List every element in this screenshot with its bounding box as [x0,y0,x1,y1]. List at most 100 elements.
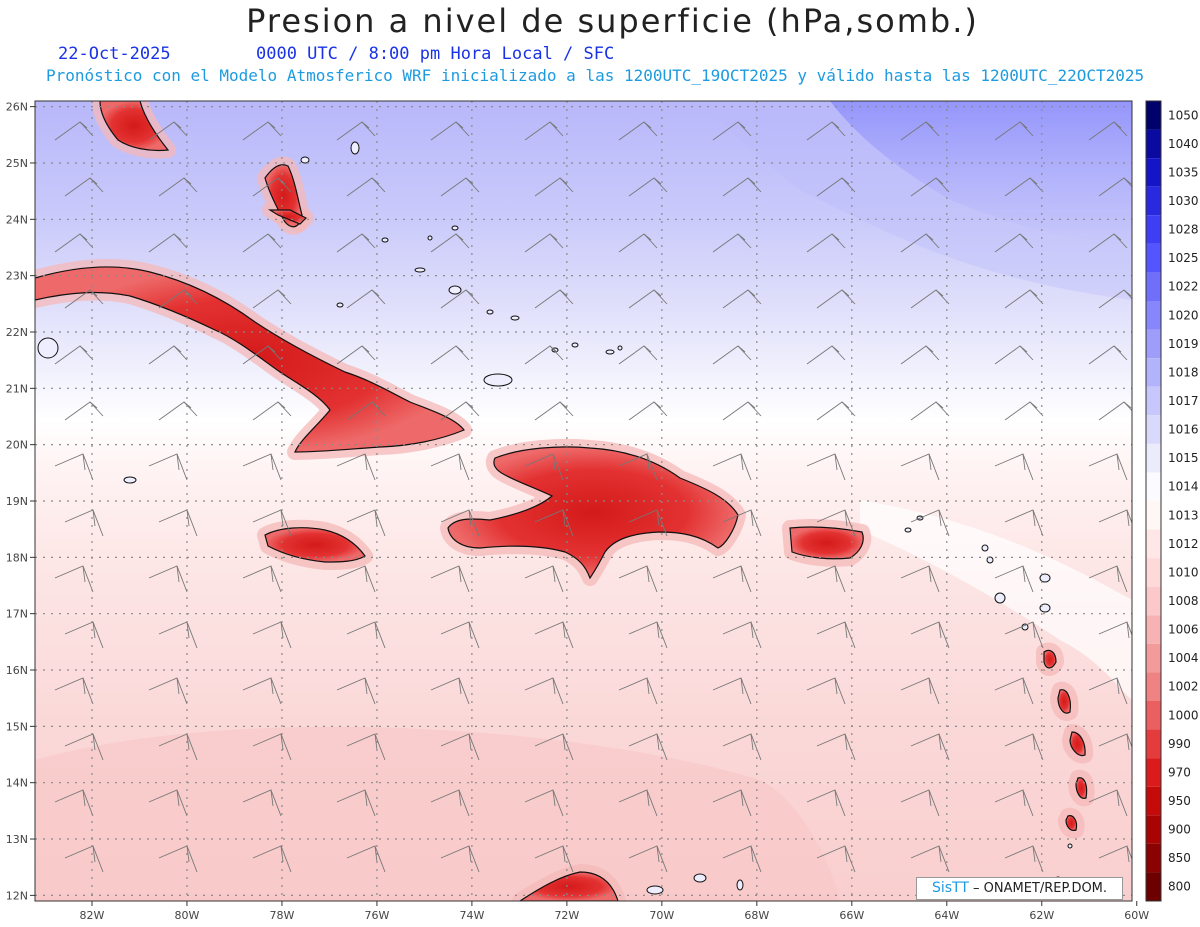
wind-barb [440,845,480,873]
credit-org: – ONAMET/REP.DOM. [973,881,1108,896]
wind-barb [816,401,856,421]
colorbar-label: 850 [1168,851,1191,865]
wind-barb [1098,621,1132,639]
colorbar-label: 1030 [1168,194,1199,208]
colorbar-label: 970 [1168,765,1191,779]
valid-time: 0000 UTC / 8:00 pm Hora Local / SFC [256,44,615,64]
colorbar-swatch [1146,329,1161,359]
dominica-coast [1057,689,1071,714]
wind-barb [242,789,282,817]
wind-barb [628,509,668,537]
colorbar-label: 1004 [1168,651,1199,665]
wind-barb [524,565,564,593]
colorbar-swatch [1146,786,1161,816]
small-island [37,337,59,359]
small-island [381,237,389,243]
wind-barb [712,565,752,593]
wind-barb [628,621,668,649]
wind-barb [346,289,386,309]
wind-barb [524,789,564,817]
colorbar-swatch [1146,729,1161,759]
small-island [486,309,494,315]
wind-barb [900,565,940,593]
wind-barb [346,509,386,537]
wind-barb [148,677,188,705]
wind-barb [242,345,282,365]
wind-barbs [54,121,1132,873]
colorbar-swatch [1146,558,1161,587]
colorbar-swatch [1146,529,1161,559]
colorbar-label: 1010 [1168,565,1199,579]
lat-label-22n: 22N [6,326,28,339]
wind-barb [336,345,376,365]
small-island [646,885,664,895]
wind-barb [524,121,564,141]
wind-barb [440,509,480,537]
wind-barb [64,733,104,761]
lat-lon-grid [35,101,1132,901]
wind-barb [900,677,940,705]
small-island [414,267,426,273]
wind-barb [1004,177,1044,197]
lat-label-21n: 21N [6,382,28,395]
small-island [1067,843,1073,849]
colorbar-label: 950 [1168,794,1191,808]
wind-barb [1098,509,1132,527]
wind-barb [430,789,470,817]
guadeloupe-coast [1043,649,1057,669]
wind-barb [1088,453,1128,481]
colorbar-label: 1013 [1168,508,1199,522]
wind-barb [64,845,104,873]
small-island [300,156,310,164]
wind-barb [628,845,668,873]
wind-barb [64,621,104,649]
colorbar-swatch [1146,101,1161,130]
wind-barb [54,453,94,481]
colorbar-swatch [1146,415,1161,444]
small-island [904,527,912,533]
wind-barb [806,121,846,141]
landmasses [35,101,1095,901]
wind-barb [54,789,94,817]
lat-label-14n: 14N [6,777,28,790]
wind-barb [524,233,564,253]
colorbar-label: 1020 [1168,308,1199,322]
small-island [693,873,707,883]
small-island [451,225,459,231]
wind-barb [346,401,386,421]
colorbar-swatch [1146,129,1161,159]
lat-label-25n: 25N [6,157,28,170]
cuba-coast [35,266,465,453]
wind-barb [806,565,846,593]
small-island [736,879,744,891]
wind-barb [806,789,846,817]
wind-barb [242,565,282,593]
lon-label-66w: 66W [839,909,864,922]
wind-barb [712,453,752,481]
wind-barb [54,121,94,141]
colorbar-frame [1145,100,1162,902]
small-island [336,302,344,308]
lat-label-12n: 12N [6,889,28,902]
wind-barb [910,401,950,421]
hispaniola-coast [447,446,739,580]
puerto-rico-coast [789,526,864,560]
wind-barb [618,677,658,705]
wind-barb [722,509,762,537]
small-island [1039,573,1051,583]
colorbar-swatch [1146,443,1161,473]
wind-barb [148,453,188,481]
small-island [483,373,513,387]
wind-barb [806,677,846,705]
wind-barb [534,621,574,649]
lat-label-23n: 23N [6,270,28,283]
wind-barb [722,289,762,309]
wind-barb [816,289,856,309]
wind-barb [524,677,564,705]
wind-barb [346,621,386,649]
colorbar-label: 800 [1168,880,1191,894]
wind-barb [1088,233,1128,253]
small-island [986,556,994,564]
lon-label-78w: 78W [270,909,295,922]
st-vincent-coast [1065,815,1078,831]
